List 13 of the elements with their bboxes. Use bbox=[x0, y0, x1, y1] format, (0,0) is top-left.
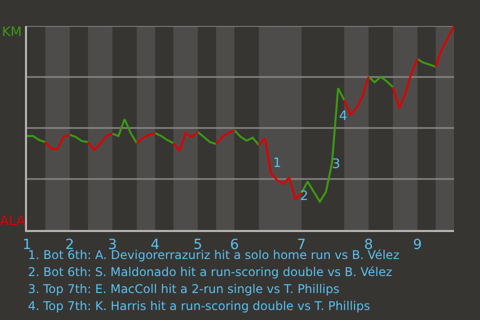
x-tick-label: 6 bbox=[230, 236, 239, 253]
x-tick-label: 9 bbox=[412, 236, 422, 253]
annotation: 4 bbox=[339, 109, 348, 124]
annotation: 1 bbox=[273, 156, 282, 171]
x-tick-label: 4 bbox=[150, 236, 160, 253]
text: 3. Top 7th: E. MacColl hit a 2-run single vs T. Phillips bbox=[28, 282, 340, 296]
annotation: 3 bbox=[332, 157, 340, 172]
text: 2. Bot 6th: S. Maldonado hit a run-scoring double vs B. Vélez bbox=[28, 265, 392, 279]
annotation: 2 bbox=[300, 189, 308, 204]
text: KM bbox=[2, 25, 22, 40]
text: 4. Top 7th: K. Harris hit a run-scoring double vs T. Phillips bbox=[28, 299, 370, 313]
text: ALA bbox=[0, 214, 26, 229]
x-tick-label: 7 bbox=[297, 236, 306, 253]
